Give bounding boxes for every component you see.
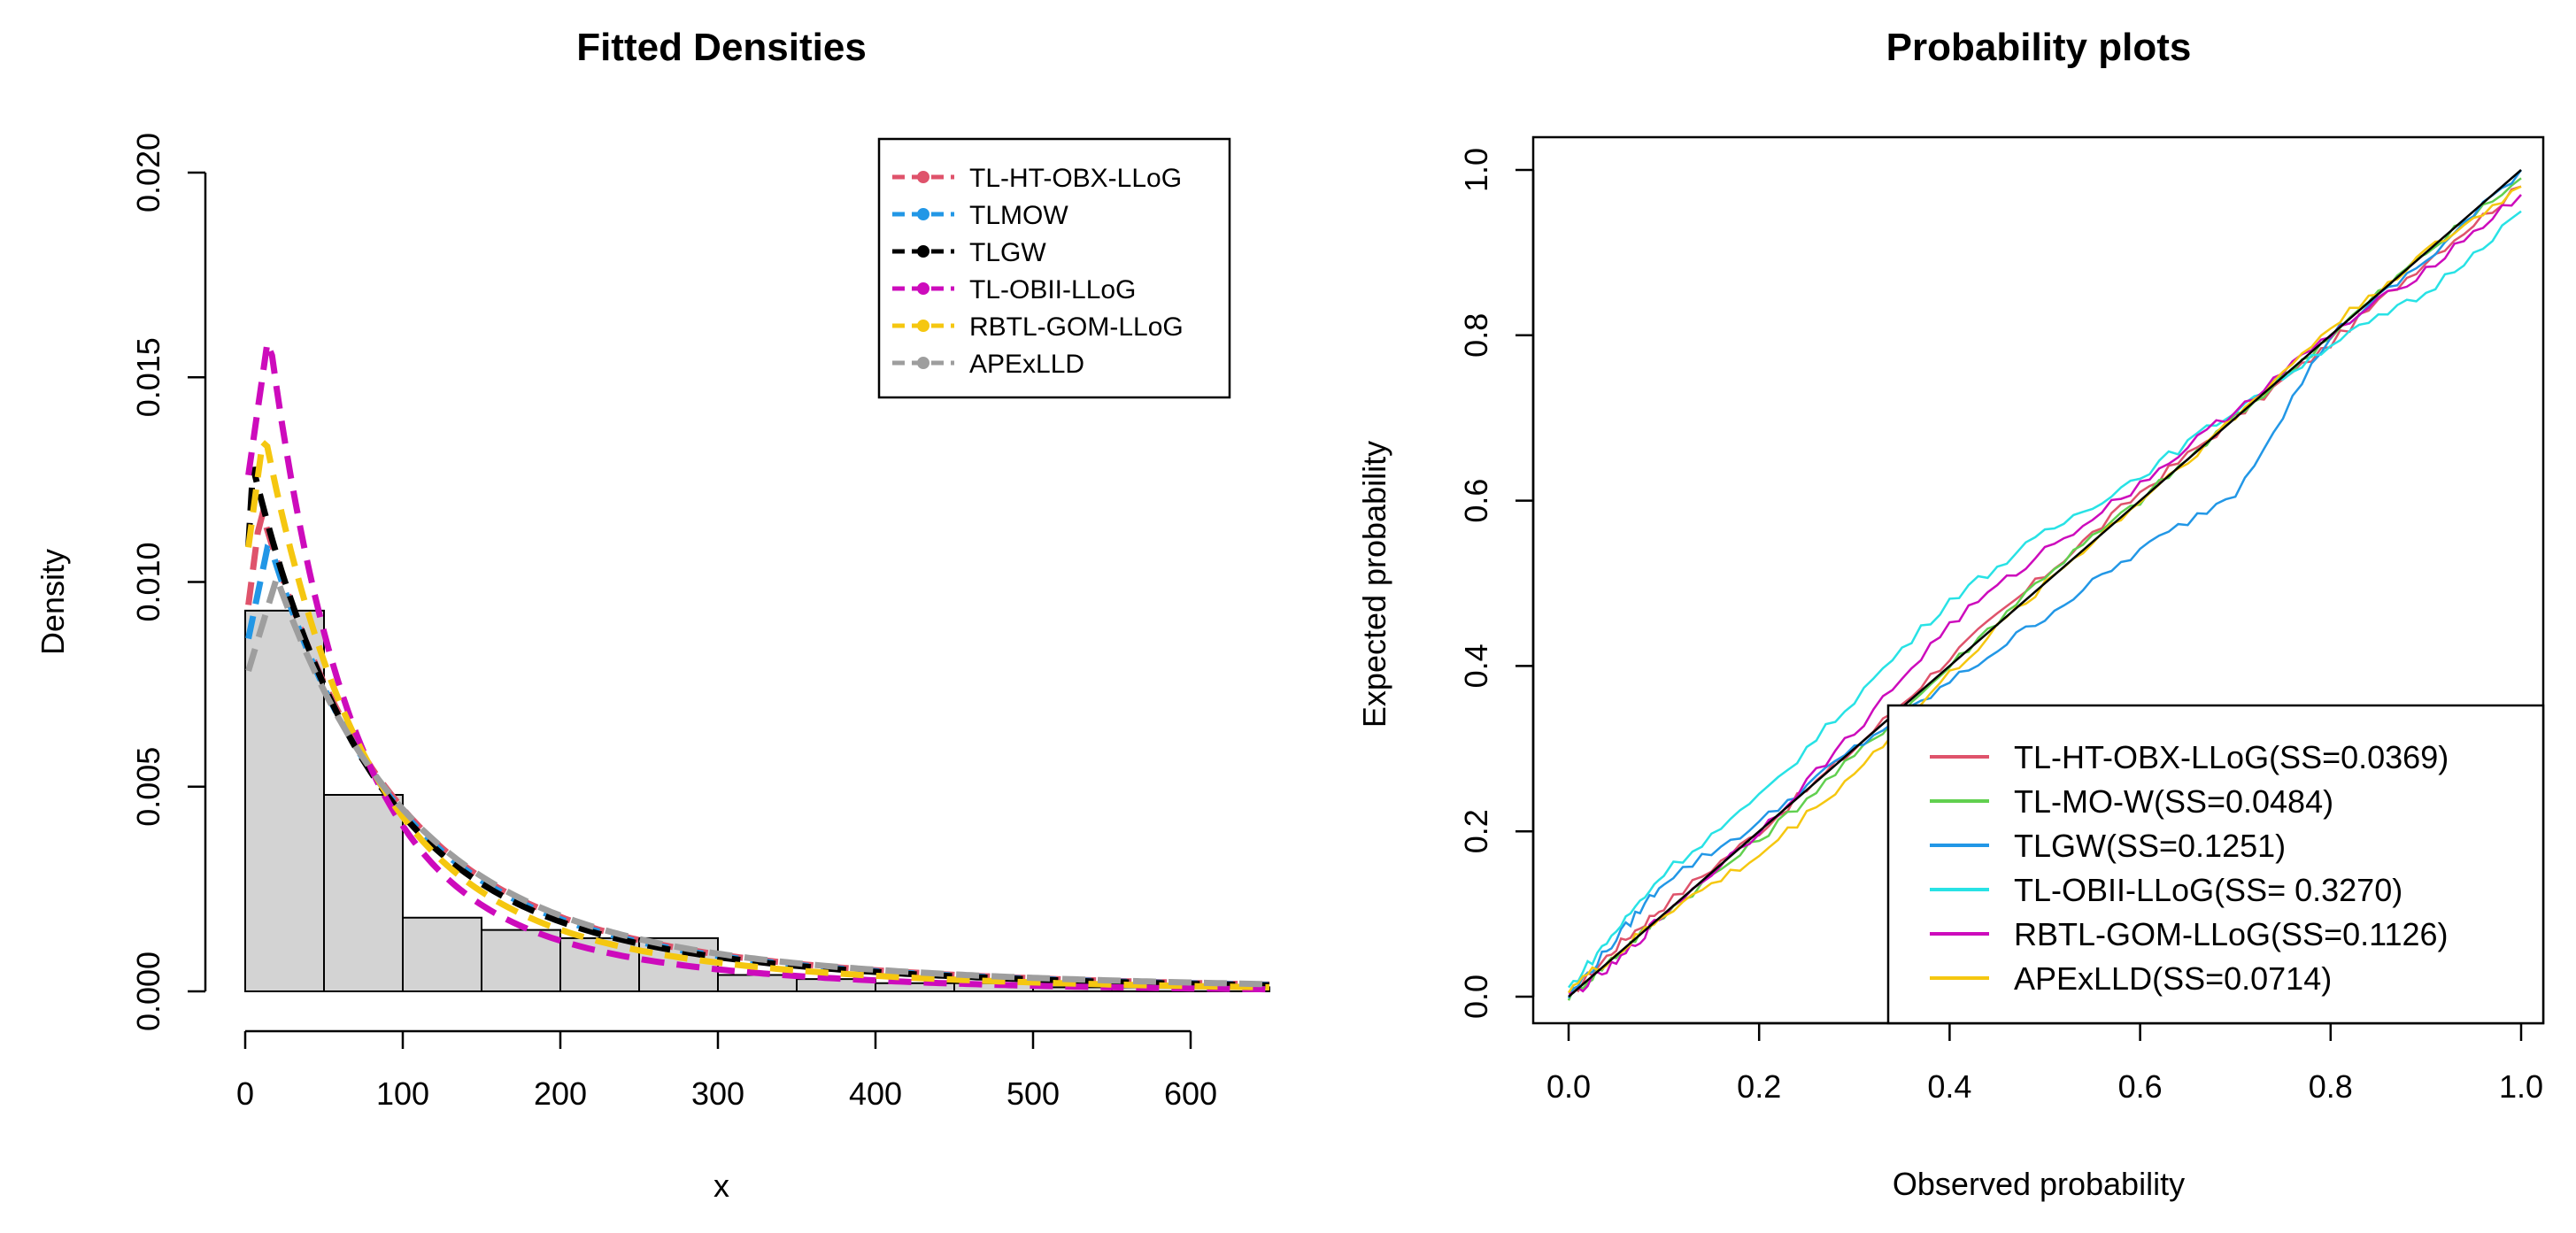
legend-marker bbox=[917, 245, 929, 258]
legend-label: TL-OBII-LLoG(SS= 0.3270) bbox=[2014, 872, 2402, 908]
histogram-bar bbox=[481, 929, 561, 992]
y-tick-label: 0.6 bbox=[1458, 479, 1494, 523]
right-chart-title: Probability plots bbox=[1886, 26, 2192, 69]
y-tick-label: 0.0 bbox=[1458, 975, 1494, 1019]
x-tick-label: 600 bbox=[1164, 1075, 1217, 1112]
y-tick-label: 0.005 bbox=[130, 747, 166, 827]
density-curve bbox=[245, 567, 1270, 988]
legend-marker bbox=[917, 357, 929, 369]
y-tick-label: 1.0 bbox=[1458, 148, 1494, 192]
legend-label: TL-HT-OBX-LLoG bbox=[969, 164, 1182, 193]
reference-diagonal bbox=[1568, 169, 2522, 998]
y-tick-label: 0.020 bbox=[130, 133, 166, 212]
y-tick-label: 0.000 bbox=[130, 952, 166, 1031]
histogram-bar bbox=[323, 794, 404, 992]
legend-label: TL-OBII-LLoG bbox=[969, 275, 1136, 304]
x-tick-label: 300 bbox=[691, 1075, 744, 1112]
x-tick-label: 1.0 bbox=[2499, 1068, 2543, 1105]
legend-marker bbox=[917, 171, 929, 183]
legend-label: TLMOW bbox=[969, 201, 1068, 230]
histogram-bar bbox=[244, 609, 325, 992]
legend-marker bbox=[917, 208, 929, 220]
left-x-axis: 0 100 200 300 400 500 600 bbox=[236, 1029, 1217, 1112]
legend-label: TLGW(SS=0.1251) bbox=[2014, 828, 2286, 864]
left-panel: Fitted Densities x Density 0 100 200 300 400… bbox=[35, 26, 1270, 1204]
x-tick-label: 0.6 bbox=[2118, 1068, 2163, 1105]
y-tick-label: 0.2 bbox=[1458, 809, 1494, 853]
right-y-axis: 0.0 0.2 0.4 0.6 0.8 1.0 bbox=[1458, 148, 1535, 1019]
legend-label: TL-HT-OBX-LLoG(SS=0.0369) bbox=[2014, 739, 2449, 775]
x-tick-label: 100 bbox=[376, 1075, 429, 1112]
probability-lines bbox=[1567, 169, 2523, 1001]
legend-label: RBTL-GOM-LLoG bbox=[969, 312, 1184, 342]
y-tick-label: 0.8 bbox=[1458, 313, 1494, 358]
x-tick-label: 0.2 bbox=[1737, 1068, 1781, 1105]
right-legend-box bbox=[1886, 704, 2545, 1025]
left-legend: TL-HT-OBX-LLoG TLMOW TLGW TL-OBII-LLoG RBTL-… bbox=[877, 137, 1231, 399]
right-y-axis-label: Expected probability bbox=[1356, 441, 1392, 728]
histogram-bars bbox=[244, 609, 1270, 992]
y-tick-label: 0.4 bbox=[1458, 643, 1494, 688]
histogram-bar bbox=[402, 916, 482, 992]
right-x-axis-label: Observed probability bbox=[1893, 1166, 2185, 1202]
x-tick-label: 400 bbox=[849, 1075, 902, 1112]
legend-label: APExLLD(SS=0.0714) bbox=[2014, 960, 2332, 997]
left-chart-title: Fitted Densities bbox=[576, 26, 867, 69]
density-curve bbox=[245, 331, 1269, 993]
x-tick-label: 0.8 bbox=[2309, 1068, 2353, 1105]
legend-marker bbox=[917, 282, 929, 295]
right-panel: Probability plots Observed probability E… bbox=[1356, 26, 2545, 1202]
probability-line bbox=[1568, 185, 2522, 994]
x-tick-label: 0 bbox=[236, 1075, 254, 1112]
left-y-axis: 0.000 0.005 0.010 0.015 0.020 bbox=[130, 133, 207, 1031]
legend-label: RBTL-GOM-LLoG(SS=0.1126) bbox=[2014, 916, 2449, 952]
left-x-axis-label: x bbox=[713, 1167, 729, 1204]
y-tick-label: 0.010 bbox=[130, 542, 166, 621]
x-tick-label: 200 bbox=[534, 1075, 587, 1112]
right-x-axis: 0.0 0.2 0.4 0.6 0.8 1.0 bbox=[1546, 1021, 2543, 1105]
legend-label: APExLLD bbox=[969, 350, 1084, 379]
density-curve bbox=[245, 435, 1270, 990]
x-tick-label: 0.4 bbox=[1927, 1068, 1971, 1105]
left-y-axis-label: Density bbox=[35, 549, 71, 655]
y-tick-label: 0.015 bbox=[130, 337, 166, 417]
legend-label: TLGW bbox=[969, 238, 1046, 267]
x-tick-label: 500 bbox=[1006, 1075, 1060, 1112]
right-legend: TL-HT-OBX-LLoG(SS=0.0369) TL-MO-W(SS=0.04… bbox=[1886, 704, 2545, 1025]
x-tick-label: 0.0 bbox=[1546, 1068, 1591, 1105]
legend-marker bbox=[917, 320, 929, 332]
left-legend-box bbox=[877, 137, 1231, 399]
density-curves bbox=[245, 331, 1270, 993]
probability-line bbox=[1567, 210, 2522, 989]
legend-label: TL-MO-W(SS=0.0484) bbox=[2014, 783, 2333, 820]
